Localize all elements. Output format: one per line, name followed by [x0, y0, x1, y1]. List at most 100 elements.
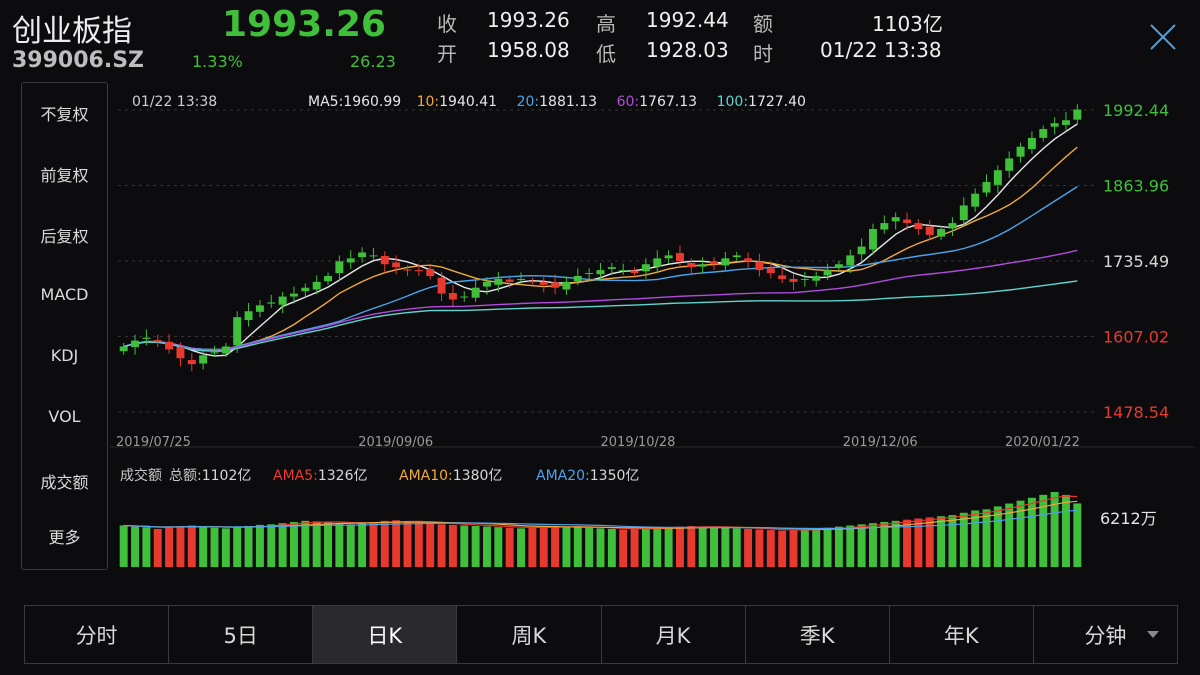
stat-open-label: 开 — [437, 42, 457, 66]
candle-body — [675, 253, 684, 262]
volume-legend-item: 成交额 — [120, 467, 162, 484]
candle-body — [937, 228, 946, 237]
tab-intraday[interactable]: 分时 — [25, 606, 170, 663]
tab-weekly-k[interactable]: 周K — [457, 606, 602, 663]
volume-bar — [199, 527, 208, 567]
tab-yearly-k[interactable]: 年K — [890, 606, 1034, 663]
index-code: 399006.SZ — [12, 48, 144, 73]
volume-bar — [800, 529, 809, 567]
ma-legend-item: 100:1727.40 — [717, 94, 806, 110]
volume-legend-item: AMA5:1326亿 — [273, 468, 368, 484]
volume-bar — [903, 519, 912, 567]
tab-quarterly-k[interactable]: 季K — [746, 606, 890, 663]
candle-body — [369, 255, 378, 257]
volume-bar — [358, 523, 367, 567]
candle-body — [903, 219, 912, 224]
candle-body — [721, 258, 730, 266]
volume-bar — [255, 524, 264, 567]
candle-body — [1027, 137, 1036, 150]
candle-body — [653, 258, 662, 267]
candle-body — [403, 269, 412, 271]
volume-bar — [596, 528, 605, 567]
sidebar-item-unadjusted[interactable]: 不复权 — [40, 105, 89, 124]
candle-body — [982, 181, 991, 193]
volume-bar — [607, 528, 616, 567]
volume-bar — [585, 527, 594, 567]
tab-monthly-k[interactable]: 月K — [602, 606, 746, 663]
volume-bar — [324, 522, 333, 567]
volume-bar — [823, 527, 832, 567]
volume-bar — [403, 521, 412, 567]
tab-label: 周K — [511, 623, 547, 648]
candle-body — [255, 305, 264, 312]
volume-bar — [925, 517, 934, 567]
price-axis: 1992.44 1863.96 1735.49 1607.02 1478.54 — [1103, 101, 1169, 422]
volume-bar — [857, 524, 866, 567]
sidebar-item-more[interactable]: 更多 — [48, 528, 81, 547]
stat-open-value: 1958.08 — [487, 38, 570, 62]
tab-daily-k[interactable]: 日K — [313, 606, 458, 663]
volume-bar — [732, 528, 741, 567]
volume-bar — [187, 525, 196, 567]
candle-body — [358, 252, 367, 258]
volume-average-line — [123, 509, 1078, 530]
candle-body — [346, 258, 355, 263]
tab-label: 5日 — [223, 623, 258, 648]
volume-bar — [221, 528, 230, 567]
sidebar-item-forward-adjusted[interactable]: 前复权 — [40, 166, 89, 185]
sidebar-item-vol[interactable]: VOL — [48, 407, 81, 426]
sidebar-item-macd[interactable]: MACD — [40, 285, 89, 304]
candle-body — [925, 226, 934, 235]
candle-body — [551, 282, 560, 288]
kline-chart[interactable]: 01/22 13:38 MA5:1960.99 10:1940.41 20:1881… — [110, 82, 1200, 572]
candle-body — [301, 287, 310, 292]
volume-bar — [630, 528, 639, 567]
volume-bar — [426, 523, 435, 567]
sidebar-item-backward-adjusted[interactable]: 后复权 — [40, 227, 89, 246]
candle-body — [494, 278, 503, 285]
price-axis-label: 1735.49 — [1103, 252, 1169, 271]
stat-low-value: 1928.03 — [646, 38, 729, 62]
volume-bar — [392, 520, 401, 567]
candle-body — [153, 340, 162, 342]
candle-body — [641, 264, 650, 272]
volume-bar — [482, 526, 491, 567]
candle-body — [1073, 109, 1082, 120]
volume-bar — [142, 527, 151, 567]
sidebar-item-turnover[interactable]: 成交额 — [40, 473, 89, 492]
tab-5day[interactable]: 5日 — [169, 606, 314, 663]
candle-body — [278, 296, 287, 305]
volume-bar — [1073, 503, 1082, 567]
volume-bar — [766, 530, 775, 567]
volume-bar — [982, 509, 991, 567]
candle-body — [959, 205, 968, 221]
candle-body — [517, 278, 526, 281]
candle-body — [471, 287, 480, 298]
volume-bar — [1061, 494, 1070, 567]
candle-body — [619, 270, 628, 272]
volume-bar — [937, 516, 946, 567]
volume-bar — [380, 520, 389, 567]
candle-body — [607, 267, 616, 269]
candle-body — [176, 347, 185, 359]
sidebar-item-kdj[interactable]: KDJ — [50, 346, 79, 365]
price-axis-label: 1478.54 — [1103, 403, 1169, 422]
candle-body — [335, 261, 344, 274]
date-axis-label: 2019/09/06 — [358, 435, 433, 450]
candle-body — [891, 217, 900, 222]
ma-legend: MA5:1960.99 10:1940.41 20:1881.13 60:1767.1… — [308, 94, 806, 110]
ma-lines — [123, 123, 1078, 357]
volume-bar — [414, 522, 423, 567]
tab-minute[interactable]: 分钟 — [1034, 606, 1177, 663]
volume-scale-label: 6212万 — [1100, 509, 1157, 528]
candles — [119, 104, 1082, 372]
candle-body — [392, 262, 401, 268]
close-icon[interactable] — [1146, 20, 1180, 54]
volume-bar — [562, 526, 571, 567]
price-axis-label: 1992.44 — [1103, 101, 1169, 120]
volume-bar — [834, 526, 843, 567]
candle-body — [1005, 158, 1014, 171]
volume-legend-item: AMA20:1350亿 — [536, 468, 639, 484]
candle-body — [505, 279, 514, 282]
candle-body — [187, 360, 196, 365]
